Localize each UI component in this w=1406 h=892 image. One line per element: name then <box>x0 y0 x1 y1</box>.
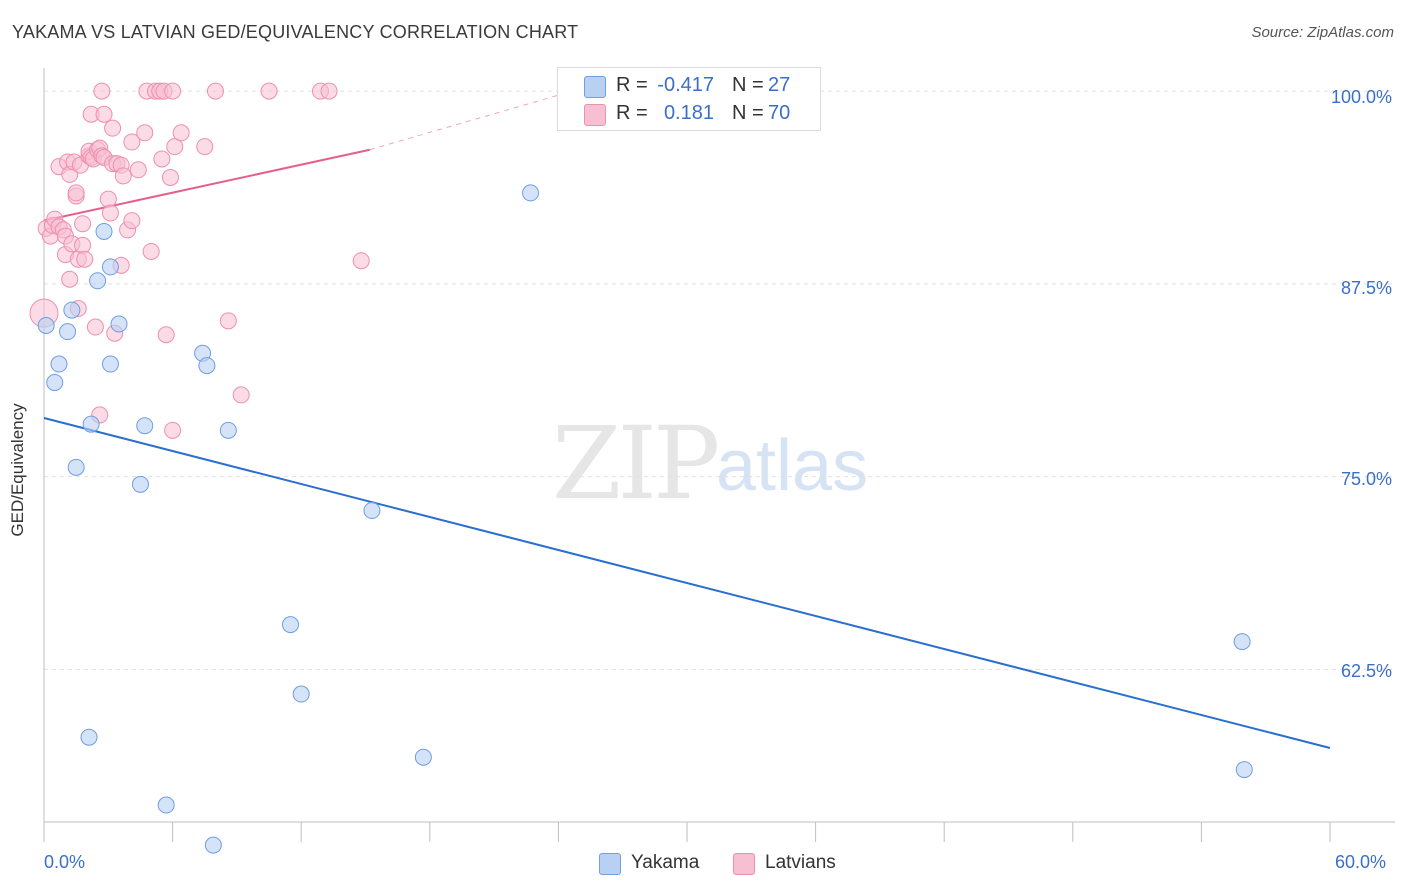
latvians-point <box>67 184 85 202</box>
y-tick-label-100: 100.0% <box>1330 87 1392 107</box>
yakama-point <box>1235 761 1253 779</box>
latvians-point <box>123 212 141 230</box>
latvians-point <box>166 138 184 156</box>
yakama-point <box>363 502 381 520</box>
latvians-point <box>232 386 250 404</box>
n-label: N = <box>732 74 764 96</box>
yakama-point <box>63 301 81 319</box>
latvians-point <box>161 168 179 186</box>
yakama-points <box>37 184 1253 854</box>
yakama-n-value: 27 <box>768 74 791 96</box>
latvians-point <box>114 167 132 185</box>
yakama-point <box>82 415 100 433</box>
latvians-point <box>74 236 92 254</box>
latvians-r-value: 0.181 <box>663 102 714 124</box>
yakama-trend-line <box>43 417 1331 749</box>
chart-title: YAKAMA VS LATVIAN GED/EQUIVALENCY CORREL… <box>12 22 579 42</box>
trend-lines <box>43 92 1331 749</box>
r-label: R = <box>616 102 648 124</box>
latvians-point <box>206 82 224 100</box>
y-tick-label-75: 75.0% <box>1340 469 1392 489</box>
latvians-trend-line <box>43 148 370 222</box>
yakama-point <box>136 417 154 435</box>
yakama-point <box>67 458 85 476</box>
latvians-point <box>129 161 147 179</box>
r-label: R = <box>616 74 648 96</box>
yakama-point <box>50 355 68 373</box>
yakama-point <box>46 374 64 392</box>
yakama-point <box>131 475 149 493</box>
yakama-point <box>219 421 237 439</box>
latvians-point <box>136 124 154 142</box>
latvians-point <box>196 138 214 156</box>
yakama-point <box>281 616 299 634</box>
latvians-point <box>86 318 104 336</box>
x-tick-label-max: 60.0% <box>1335 852 1387 872</box>
yakama-point <box>95 222 113 240</box>
latvians-point <box>123 133 141 151</box>
latvians-point <box>99 190 117 208</box>
yakama-point <box>414 748 432 766</box>
watermark-atlas: atlas <box>716 426 869 506</box>
latvians-point <box>101 204 119 222</box>
n-label: N = <box>732 102 764 124</box>
legend-row-yakama: R = -0.417 N = 27 <box>558 73 820 99</box>
yakama-point <box>101 355 119 373</box>
latvians-point <box>260 82 278 100</box>
yakama-legend-swatch <box>599 853 621 875</box>
correlation-legend: R = -0.417 N = 27 R = 0.181 N = 70 <box>557 67 821 131</box>
source-label: Source: ZipAtlas.com <box>1251 24 1394 41</box>
yakama-r-value: -0.417 <box>657 74 714 96</box>
latvians-point <box>320 82 338 100</box>
yakama-point <box>1233 633 1251 651</box>
yakama-point <box>157 796 175 814</box>
yakama-point <box>101 258 119 276</box>
latvians-point <box>164 82 182 100</box>
yakama-point <box>37 317 55 335</box>
yakama-swatch <box>584 76 606 98</box>
latvians-points <box>29 82 370 439</box>
watermark-zip: ZIP <box>552 405 720 522</box>
yakama-point <box>80 728 98 746</box>
grid-lines <box>44 90 1395 670</box>
latvians-point <box>95 105 113 123</box>
yakama-point <box>89 272 107 290</box>
latvians-point <box>153 150 171 168</box>
latvians-point <box>104 119 122 137</box>
y-tick-label-87-5: 87.5% <box>1340 278 1392 298</box>
yakama-point <box>59 323 77 341</box>
legend-row-latvians: R = 0.181 N = 70 <box>558 101 820 127</box>
latvians-legend-swatch <box>733 853 755 875</box>
yakama-point <box>522 184 540 202</box>
latvians-point <box>157 326 175 344</box>
latvians-trend-extension <box>369 92 568 151</box>
latvians-point <box>61 270 79 288</box>
yakama-legend-label: Yakama <box>631 852 700 873</box>
latvians-legend-label: Latvians <box>765 852 836 873</box>
latvians-point <box>93 82 111 100</box>
latvians-n-value: 70 <box>768 102 791 124</box>
latvians-swatch <box>584 104 606 126</box>
yakama-point <box>204 836 222 854</box>
latvians-point <box>76 250 94 268</box>
latvians-point <box>352 252 370 270</box>
yakama-point <box>198 357 216 375</box>
latvians-point <box>172 124 190 142</box>
yakama-point <box>292 685 310 703</box>
latvians-point <box>74 215 92 233</box>
latvians-point <box>142 242 160 260</box>
latvians-point <box>219 312 237 330</box>
axes <box>43 68 1395 842</box>
yakama-point <box>110 315 128 333</box>
latvians-point <box>164 421 182 439</box>
y-tick-label-62-5: 62.5% <box>1340 661 1392 681</box>
x-tick-label-min: 0.0% <box>44 852 86 872</box>
